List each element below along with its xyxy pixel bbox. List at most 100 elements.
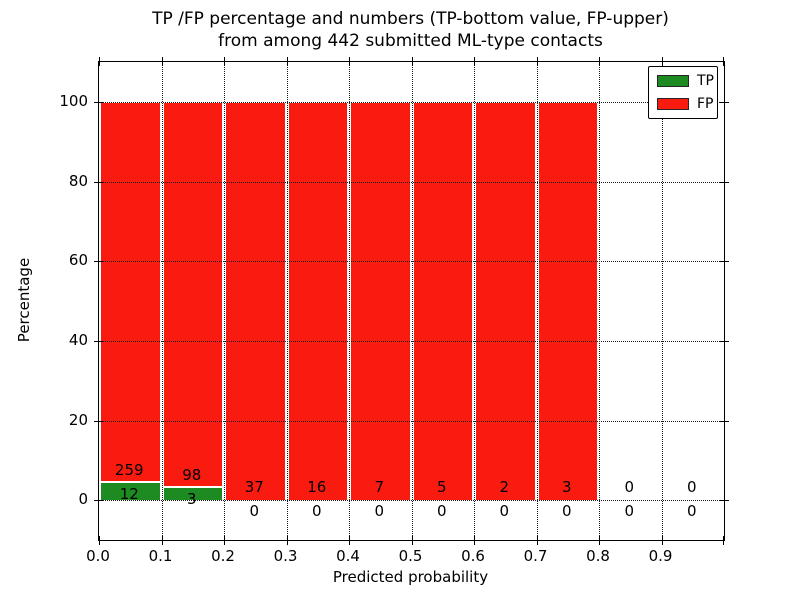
fp-count-label: 259 <box>114 460 144 479</box>
x-tick-label: 0.6 <box>461 547 485 565</box>
gridline-vertical <box>161 62 163 540</box>
x-tick-label: 0.2 <box>211 547 235 565</box>
y-axis-label: Percentage <box>15 257 33 343</box>
x-tick-mark <box>349 536 350 545</box>
x-tick-mark <box>99 57 100 66</box>
y-tick-mark <box>94 181 103 183</box>
gridline-vertical <box>661 62 663 540</box>
tp-count-label: 12 <box>119 484 139 503</box>
tp-count-label: 0 <box>499 502 510 521</box>
gridline-horizontal <box>99 101 724 103</box>
tp-count-label: 0 <box>311 502 322 521</box>
fp-count-label: 98 <box>182 466 202 485</box>
gridline-horizontal <box>99 420 724 422</box>
fp-count-label: 16 <box>307 478 327 497</box>
bar-segment-fp <box>101 102 160 481</box>
bar-segment-fp <box>351 102 410 501</box>
tp-count-label: 0 <box>436 502 447 521</box>
gridline-vertical <box>411 62 413 540</box>
x-tick-mark <box>286 536 288 545</box>
chart-title-line2: from among 442 submitted ML-type contact… <box>218 31 603 51</box>
x-tick-label: 0.4 <box>336 547 360 565</box>
x-tick-mark <box>474 57 475 66</box>
x-tick-mark <box>411 57 413 66</box>
y-tick-mark <box>94 261 103 263</box>
x-axis-label: Predicted probability <box>332 568 489 586</box>
bar-segment-fp <box>413 102 472 501</box>
y-tick-label: 100 <box>59 91 88 110</box>
x-tick-label: 0.7 <box>523 547 548 565</box>
y-tick-mark <box>94 340 103 342</box>
bar-segment-fp <box>226 102 285 501</box>
bar-segment-fp <box>163 102 222 487</box>
x-tick-mark <box>99 536 100 545</box>
x-tick-mark <box>661 536 663 545</box>
fp-count-label: 3 <box>561 478 572 497</box>
y-tick-mark <box>720 500 729 502</box>
y-tick-mark <box>720 420 729 422</box>
x-tick-label: 0.0 <box>86 547 110 565</box>
gridline-vertical <box>474 62 475 540</box>
x-tick-mark <box>286 57 288 66</box>
bar-segment-tp <box>163 488 222 501</box>
x-tick-mark <box>599 57 600 66</box>
bar-segment-fp <box>288 102 347 501</box>
x-tick-mark <box>536 57 538 66</box>
chart-title-line1: TP /FP percentage and numbers (TP-bottom… <box>152 9 669 29</box>
tp-count-label: 0 <box>561 502 572 521</box>
x-tick-label: 0.3 <box>273 547 298 565</box>
legend-label-fp: FP <box>697 96 714 112</box>
tp-count-label: 0 <box>624 502 635 521</box>
x-tick-label: 0.5 <box>398 547 423 565</box>
gridline-horizontal <box>99 181 724 183</box>
gridline-horizontal <box>99 261 724 263</box>
x-tick-mark <box>536 536 538 545</box>
gridline-vertical <box>599 62 600 540</box>
x-tick-mark <box>474 536 475 545</box>
x-tick-mark <box>224 57 225 66</box>
x-tick-label: 0.8 <box>586 547 610 565</box>
fp-count-label: 0 <box>686 478 697 497</box>
y-tick-label: 60 <box>68 251 88 270</box>
bar-segment-fp <box>476 102 535 501</box>
fp-color-swatch <box>657 98 689 110</box>
y-tick-mark <box>94 101 103 103</box>
x-tick-mark <box>161 536 163 545</box>
gridline-horizontal <box>99 500 724 502</box>
fp-count-label: 2 <box>499 478 510 497</box>
legend: TP FP <box>648 66 718 119</box>
y-tick-mark <box>720 340 729 342</box>
tp-count-label: 0 <box>374 502 385 521</box>
x-tick-label: 0.1 <box>148 547 173 565</box>
gridline-vertical <box>286 62 288 540</box>
fp-count-label: 0 <box>624 478 635 497</box>
tp-count-label: 0 <box>249 502 260 521</box>
tp-color-swatch <box>657 75 689 87</box>
tp-count-label: 3 <box>186 490 197 509</box>
gridline-horizontal <box>99 340 724 342</box>
fp-count-label: 5 <box>436 478 447 497</box>
y-tick-label: 20 <box>68 410 88 429</box>
x-tick-mark <box>723 57 724 66</box>
x-tick-mark <box>661 57 663 66</box>
y-tick-mark <box>94 420 103 422</box>
x-tick-mark <box>723 536 724 545</box>
y-tick-label: 40 <box>68 330 88 349</box>
legend-item-tp: TP <box>657 74 714 88</box>
bar-segment-fp <box>538 102 597 501</box>
fp-count-label: 37 <box>244 478 264 497</box>
legend-item-fp: FP <box>657 97 714 111</box>
bar-segment-tp <box>101 482 160 501</box>
x-tick-mark <box>411 536 413 545</box>
fp-count-label: 7 <box>374 478 385 497</box>
y-tick-label: 80 <box>68 171 88 190</box>
gridline-vertical <box>349 62 350 540</box>
x-tick-mark <box>349 57 350 66</box>
gridline-vertical <box>224 62 225 540</box>
y-tick-mark <box>94 500 103 502</box>
tp-count-label: 0 <box>686 502 697 521</box>
y-tick-mark <box>720 101 729 103</box>
x-tick-label: 0.9 <box>648 547 673 565</box>
y-tick-mark <box>720 181 729 183</box>
